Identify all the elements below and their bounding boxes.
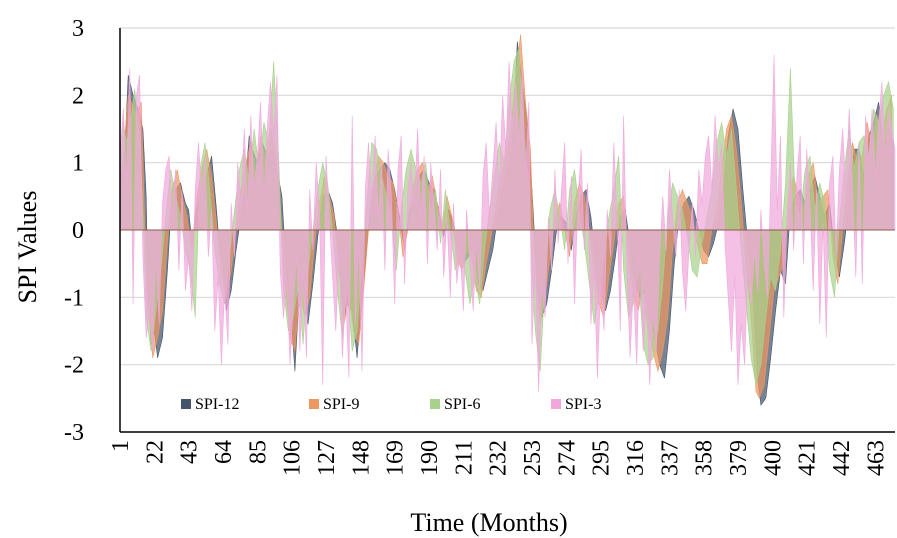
x-tick-label: 337 bbox=[657, 440, 683, 476]
x-tick-label: 64 bbox=[211, 440, 237, 464]
x-tick-label: 421 bbox=[795, 440, 821, 476]
x-tick-label: 1 bbox=[108, 440, 134, 452]
x-tick-label: 253 bbox=[520, 440, 546, 476]
y-tick-label: 2 bbox=[72, 83, 84, 109]
x-tick-label: 274 bbox=[554, 440, 580, 476]
y-tick-label: 0 bbox=[72, 218, 84, 244]
x-tick-label: 358 bbox=[692, 440, 718, 476]
series-area-spi-3 bbox=[119, 54, 896, 392]
x-tick-label: 211 bbox=[451, 440, 477, 475]
legend-swatch-spi-9 bbox=[309, 399, 319, 409]
y-axis-title: SPI Values bbox=[13, 191, 42, 304]
x-tick-label: 169 bbox=[383, 440, 409, 476]
legend-label: SPI-12 bbox=[195, 396, 239, 413]
x-tick-label: 232 bbox=[486, 440, 512, 476]
x-axis-title: Time (Months) bbox=[410, 508, 567, 537]
x-tick-label: 190 bbox=[417, 440, 443, 476]
x-tick-label: 316 bbox=[623, 440, 649, 476]
legend-swatch-spi-3 bbox=[551, 399, 561, 409]
x-tick-label: 22 bbox=[142, 440, 168, 464]
y-tick-label: -1 bbox=[64, 285, 84, 311]
x-tick-label: 400 bbox=[760, 440, 786, 476]
x-tick-label: 442 bbox=[829, 440, 855, 476]
y-tick-label: -2 bbox=[64, 353, 84, 379]
x-tick-label: 106 bbox=[280, 440, 306, 476]
legend-label: SPI-6 bbox=[444, 396, 480, 413]
legend-swatch-spi-12 bbox=[181, 399, 191, 409]
legend-label: SPI-3 bbox=[565, 396, 601, 413]
x-tick-labels: 1 22 43 64 85 106 127 148 169 190 211 232 253 274 295 3… bbox=[108, 440, 889, 476]
y-tick-label: 3 bbox=[72, 16, 84, 42]
x-tick-label: 148 bbox=[348, 440, 374, 476]
x-tick-label: 463 bbox=[863, 440, 889, 476]
x-tick-label: 43 bbox=[177, 440, 203, 464]
y-tick-label: -3 bbox=[64, 420, 84, 446]
y-tick-labels: 3 2 1 0 -1 -2 -3 bbox=[64, 16, 84, 446]
x-tick-label: 127 bbox=[314, 440, 340, 476]
legend-label: SPI-9 bbox=[323, 396, 359, 413]
x-tick-label: 85 bbox=[245, 440, 271, 464]
x-tick-label: 379 bbox=[726, 440, 752, 476]
series-layer bbox=[119, 34, 896, 406]
x-tick-label: 295 bbox=[589, 440, 615, 476]
legend-swatch-spi-6 bbox=[430, 399, 440, 409]
legend: SPI-12 SPI-9 SPI-6 SPI-3 bbox=[181, 396, 601, 413]
y-tick-label: 1 bbox=[72, 151, 84, 177]
